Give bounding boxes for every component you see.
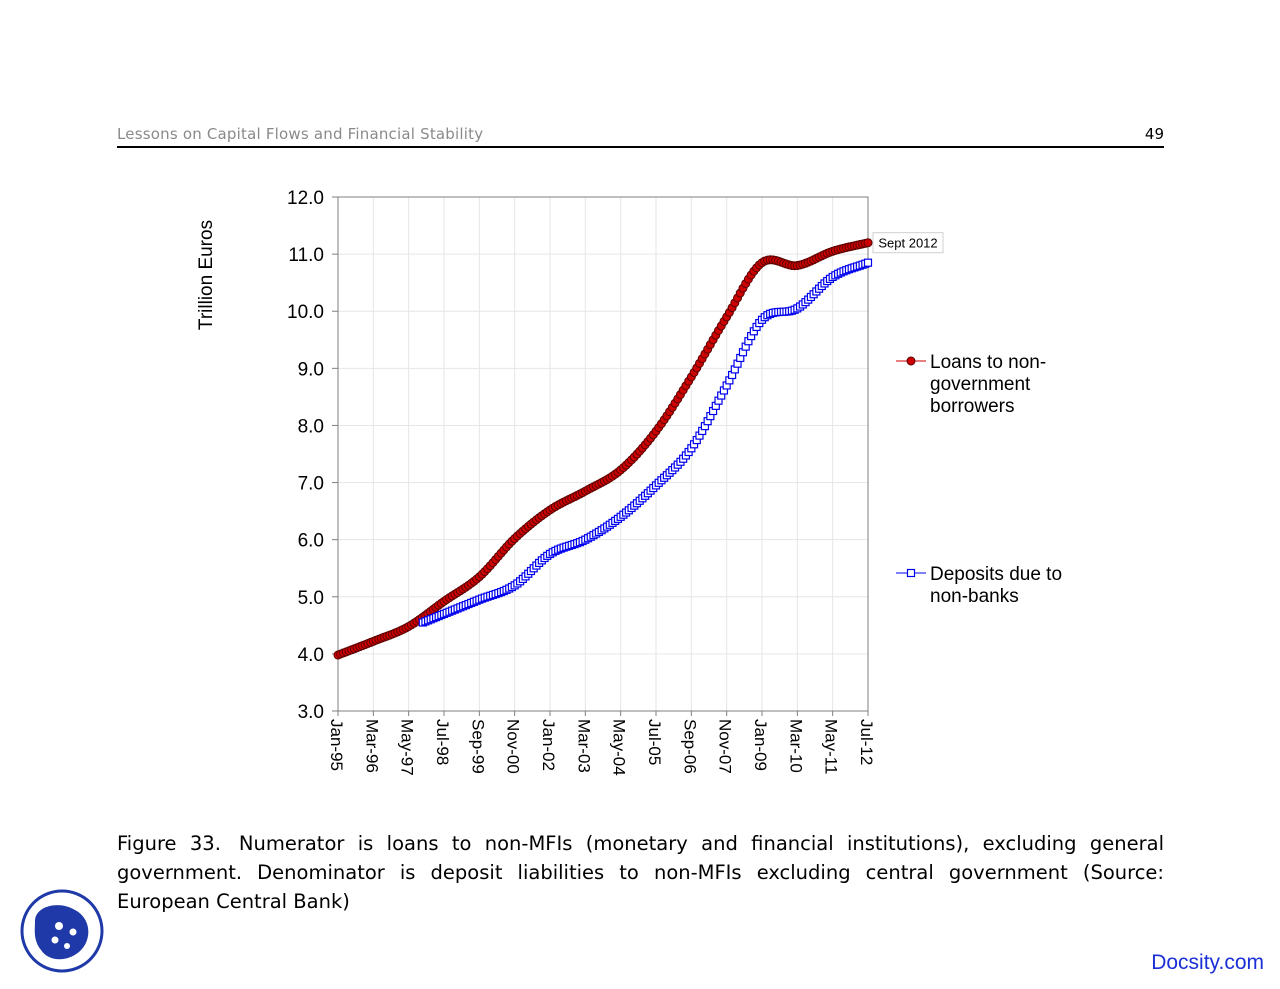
x-tick-label: Nov-07 [716,719,735,774]
x-tick-label: Nov-00 [504,719,523,774]
docsity-logo-icon [20,889,104,973]
series-loans [333,238,873,660]
x-tick-label: Jan-02 [539,719,558,771]
x-tick-label: Jan-95 [327,719,346,771]
y-tick-label: 11.0 [288,245,324,266]
chart-grid [337,196,869,712]
series-deposits [418,258,873,627]
y-tick-label: 9.0 [298,359,324,380]
annotation: Sept 2012 [872,232,944,254]
x-axis: Jan-95 Mar-96 May-97 Jul-98 Sep-99 Nov-00 Jan-… [327,711,876,776]
x-tick-label: Jul-05 [645,719,664,765]
y-tick-label: 10.0 [287,302,324,323]
annotation-label: Sept 2012 [878,236,937,251]
running-title: Lessons on Capital Flows and Financial S… [117,125,484,143]
legend-marker [906,356,916,366]
plot-frame [337,196,869,712]
data-point [863,258,873,267]
caption-label: Figure 33. [117,832,221,855]
legend-marker [906,568,916,578]
x-tick-label: Mar-96 [362,719,381,773]
x-tick-label: Mar-10 [786,719,805,773]
x-tick-label: Sep-06 [680,719,699,774]
x-tick-label: May-11 [822,719,841,774]
legend-label: borrowers [930,396,1014,417]
line-chart: 3.0 4.0 5.0 6.0 7.0 8.0 9.0 10.0 11.0 12.0 Jan-95… [196,188,1062,776]
y-tick-label: 3.0 [298,702,324,723]
y-axis: 3.0 4.0 5.0 6.0 7.0 8.0 9.0 10.0 11.0 12.0 [287,188,338,723]
data-point [863,238,873,248]
legend-label: government [930,374,1031,395]
running-header: Lessons on Capital Flows and Financial S… [117,124,1164,148]
docsity-site[interactable]: Docsity.com [1151,951,1264,974]
x-tick-label: Mar-03 [574,719,593,773]
y-tick-label: 4.0 [298,645,324,666]
page-number: 49 [1144,125,1164,143]
x-tick-label: Jul-12 [857,719,876,765]
figure-caption: Figure 33. Numerator is loans to non-MFIs… [117,829,1164,916]
legend-label: Deposits due to [930,564,1062,585]
y-tick-label: 6.0 [298,531,324,552]
x-tick-label: Jul-98 [433,719,452,765]
legend-label: non-banks [930,586,1019,607]
series-line [337,242,869,656]
x-tick-label: May-97 [398,719,417,776]
y-tick-label: 7.0 [298,474,324,495]
y-tick-label: 8.0 [298,416,324,437]
y-tick-label: 5.0 [298,588,324,609]
annotation-box [872,232,944,254]
y-axis-label: Trillion Euros [196,220,217,330]
x-tick-label: Jan-09 [751,719,770,771]
y-tick-label: 12.0 [287,188,324,209]
caption-text: Numerator is loans to non-MFIs (monetary… [117,832,1165,913]
x-tick-label: Sep-99 [468,719,487,774]
legend-label: Loans to non- [930,352,1046,373]
x-tick-label: May-04 [610,719,629,776]
